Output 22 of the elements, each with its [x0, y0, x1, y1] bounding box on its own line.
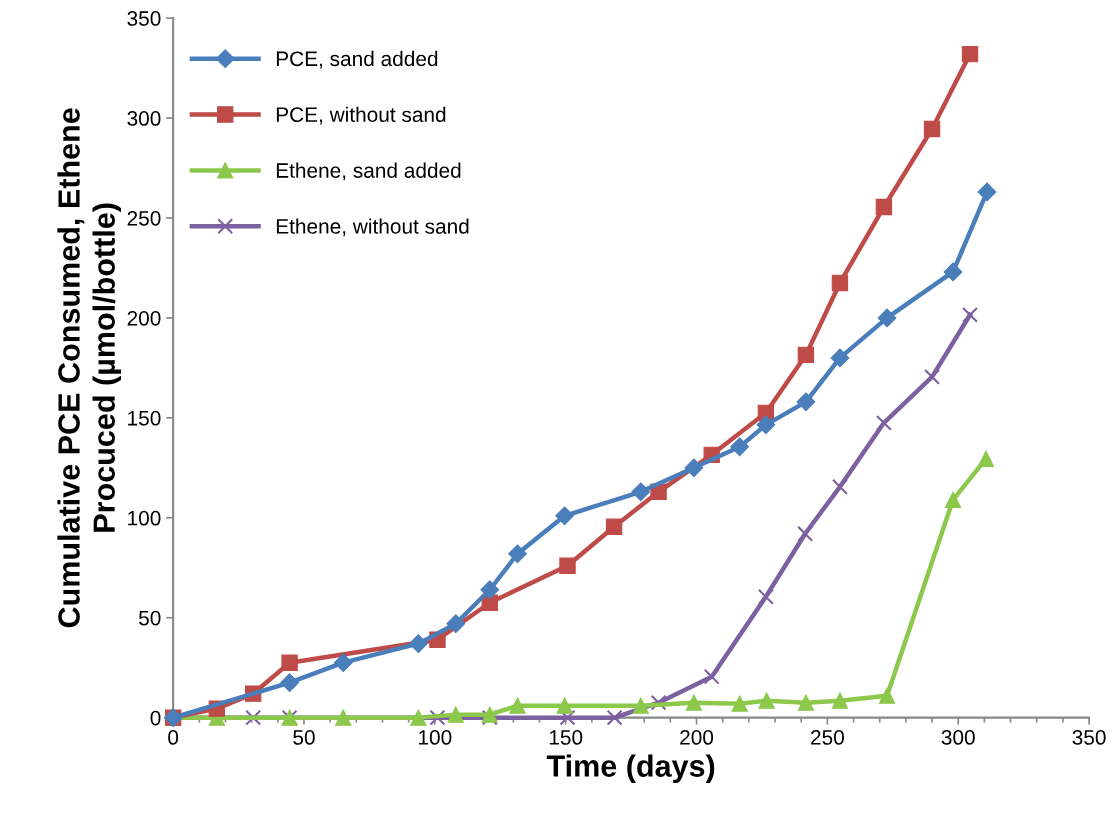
x-tick-label: 200: [680, 730, 714, 745]
y-axis-title: Cumulative PCE Consumed, Ethene Procuced (µmol/bottle): [57, 108, 122, 628]
y-tick-label: 200: [127, 310, 161, 326]
x-tick-label: 250: [811, 730, 844, 745]
x-tick-label: 150: [549, 730, 583, 745]
x-tick-label: 0: [168, 730, 179, 745]
legend-label: PCE, without sand: [276, 106, 446, 125]
y-tick-label: 100: [128, 510, 161, 526]
legend-label: Ethene, sand added: [276, 162, 461, 181]
legend-label: PCE, sand added: [276, 50, 438, 69]
y-tick-label: 150: [128, 410, 161, 426]
x-tick-label: 50: [293, 730, 315, 745]
x-tick-label: 350: [1072, 730, 1106, 745]
x-tick-label: 100: [419, 730, 452, 745]
y-tick-label: 250: [127, 210, 161, 226]
x-tick-label: 300: [941, 730, 975, 745]
y-tick-label: 350: [127, 11, 161, 26]
y-tick-label: 300: [127, 111, 161, 126]
y-tick-label: 50: [138, 610, 161, 626]
x-axis-title: Time (days): [546, 754, 715, 783]
y-tick-label: 0: [150, 710, 161, 726]
legend-label: Ethene, without sand: [276, 218, 469, 237]
